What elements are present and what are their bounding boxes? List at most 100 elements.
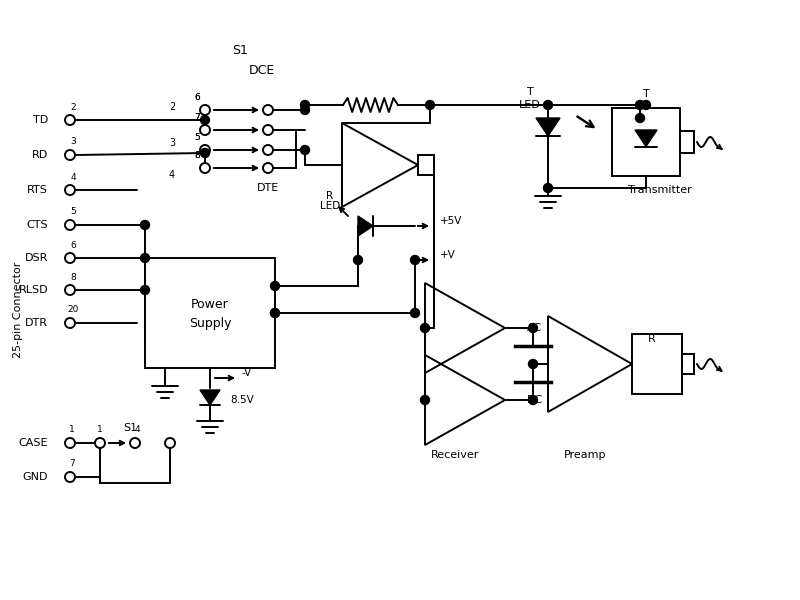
Circle shape — [301, 100, 310, 109]
Circle shape — [270, 308, 279, 317]
Text: DTE: DTE — [257, 183, 279, 193]
Circle shape — [263, 145, 273, 155]
Text: 6: 6 — [194, 94, 200, 103]
Text: 4: 4 — [169, 170, 175, 180]
Circle shape — [426, 100, 434, 109]
Text: 6: 6 — [70, 241, 76, 250]
Circle shape — [141, 220, 150, 229]
Text: +V: +V — [440, 250, 456, 260]
Text: GND: GND — [22, 472, 48, 482]
Circle shape — [263, 163, 273, 173]
Circle shape — [529, 323, 538, 332]
Text: 7: 7 — [194, 113, 200, 122]
Circle shape — [65, 285, 75, 295]
Circle shape — [65, 253, 75, 263]
Text: 3: 3 — [169, 138, 175, 148]
Circle shape — [410, 256, 419, 265]
Text: Receiver: Receiver — [431, 450, 479, 460]
Circle shape — [65, 318, 75, 328]
Circle shape — [65, 438, 75, 448]
Text: 1: 1 — [69, 425, 75, 433]
Circle shape — [200, 125, 210, 135]
Circle shape — [642, 100, 650, 109]
Text: 25-pin Connector: 25-pin Connector — [13, 262, 23, 358]
Circle shape — [421, 323, 430, 332]
Text: 4: 4 — [134, 425, 140, 433]
Circle shape — [354, 256, 362, 265]
Text: 7: 7 — [69, 458, 75, 467]
Text: +5V: +5V — [440, 216, 462, 226]
Text: Supply: Supply — [189, 317, 231, 329]
Polygon shape — [200, 390, 220, 405]
Text: DCE: DCE — [249, 64, 275, 76]
Circle shape — [200, 105, 210, 115]
Polygon shape — [635, 130, 657, 146]
Text: 5: 5 — [194, 133, 200, 142]
Text: 4: 4 — [70, 173, 76, 181]
Circle shape — [635, 100, 645, 109]
Circle shape — [200, 163, 210, 173]
Bar — [632, 334, 682, 394]
Circle shape — [529, 359, 538, 368]
Bar — [418, 155, 434, 175]
Text: 2: 2 — [70, 103, 76, 112]
Text: -V: -V — [242, 368, 252, 378]
Text: 8: 8 — [70, 272, 76, 281]
Bar — [612, 108, 680, 176]
Circle shape — [543, 184, 553, 193]
Text: 8: 8 — [194, 151, 200, 160]
Circle shape — [410, 308, 419, 317]
Circle shape — [270, 308, 279, 317]
Circle shape — [165, 438, 175, 448]
Text: Power: Power — [191, 298, 229, 311]
Text: 6: 6 — [194, 94, 200, 103]
Text: 1: 1 — [97, 425, 103, 433]
Circle shape — [65, 472, 75, 482]
Text: Transmitter: Transmitter — [628, 185, 692, 195]
Text: 8.5V: 8.5V — [230, 395, 254, 405]
Bar — [682, 354, 694, 374]
Circle shape — [65, 220, 75, 230]
Circle shape — [421, 395, 430, 404]
Text: CASE: CASE — [18, 438, 48, 448]
Circle shape — [270, 281, 279, 290]
Circle shape — [635, 113, 645, 122]
Text: TD: TD — [33, 115, 48, 125]
Text: 8: 8 — [194, 151, 200, 160]
Circle shape — [65, 150, 75, 160]
Circle shape — [201, 115, 210, 124]
Circle shape — [130, 438, 140, 448]
Text: 2: 2 — [169, 102, 175, 112]
Circle shape — [141, 253, 150, 263]
Text: 5: 5 — [70, 208, 76, 217]
Text: RTS: RTS — [27, 185, 48, 195]
Circle shape — [301, 106, 310, 115]
Text: S1: S1 — [232, 43, 248, 56]
Circle shape — [141, 286, 150, 295]
Circle shape — [200, 145, 210, 155]
Text: R: R — [648, 334, 656, 344]
Circle shape — [95, 438, 105, 448]
Circle shape — [543, 100, 553, 109]
Circle shape — [65, 185, 75, 195]
Text: Preamp: Preamp — [564, 450, 606, 460]
Polygon shape — [358, 216, 373, 236]
Bar — [145, 258, 275, 368]
Text: 5: 5 — [194, 133, 200, 142]
Text: S1: S1 — [123, 423, 137, 433]
Circle shape — [65, 115, 75, 125]
Bar — [680, 131, 694, 153]
Polygon shape — [536, 118, 560, 136]
Circle shape — [201, 148, 210, 157]
Text: DC: DC — [527, 395, 543, 405]
Circle shape — [263, 105, 273, 115]
Text: LED: LED — [320, 201, 340, 211]
Text: T: T — [642, 89, 650, 99]
Text: LED: LED — [519, 100, 541, 110]
Text: 3: 3 — [70, 137, 76, 146]
Text: R: R — [326, 191, 334, 201]
Text: CTS: CTS — [26, 220, 48, 230]
Text: AC: AC — [527, 323, 542, 333]
Circle shape — [301, 145, 310, 154]
Text: T: T — [526, 87, 534, 97]
